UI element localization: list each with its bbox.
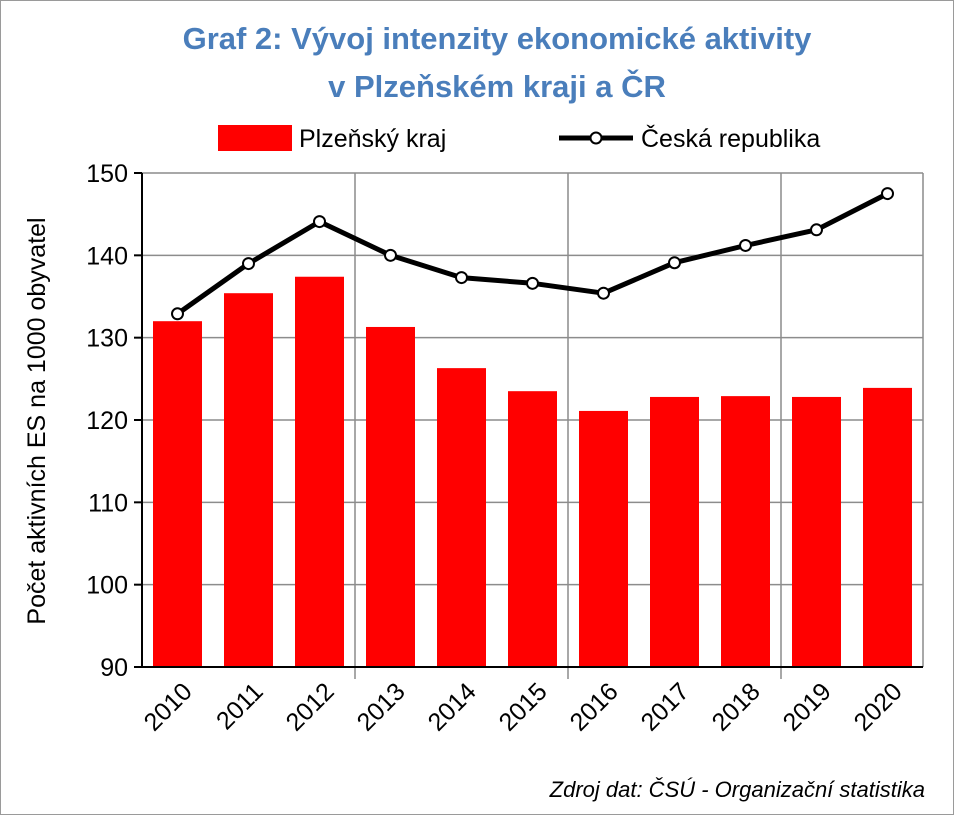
y-tick-label-90: 90 bbox=[100, 654, 128, 682]
point-ceska-republika-2019 bbox=[810, 223, 823, 237]
point-ceska-republika-2020 bbox=[881, 187, 894, 201]
chart-title-line-1: Graf 2: Vývoj intenzity ekonomické aktiv… bbox=[183, 21, 813, 56]
legend-swatch-plzensky-kraj bbox=[218, 125, 292, 151]
bar-plzensky-kraj-2020 bbox=[863, 387, 912, 667]
y-tick-label-110: 110 bbox=[88, 489, 128, 517]
x-tick-label-2013: 2013 bbox=[352, 677, 411, 736]
point-ceska-republika-2011 bbox=[242, 257, 255, 271]
x-tick-label-2015: 2015 bbox=[494, 677, 553, 736]
bar-plzensky-kraj-2018 bbox=[721, 396, 770, 667]
x-tick-label-2012: 2012 bbox=[281, 677, 340, 736]
source-note: Zdroj dat: ČSÚ - Organizační statistika bbox=[549, 777, 925, 802]
x-tick-label-2016: 2016 bbox=[565, 677, 624, 736]
legend-marker-ceska-republika bbox=[589, 131, 603, 145]
x-tick-labels: 2010 2011 2012 2013 2014 2015 2016 2017 2018 2019… bbox=[139, 677, 908, 736]
bar-plzensky-kraj-2012 bbox=[295, 276, 344, 667]
y-tick-label-120: 120 bbox=[86, 407, 128, 435]
x-tick-label-2018: 2018 bbox=[707, 677, 766, 736]
legend-label-ceska-republika: Česká republika bbox=[641, 124, 820, 153]
y-tick-label-100: 100 bbox=[86, 572, 128, 600]
y-tick-label-130: 130 bbox=[86, 325, 128, 353]
bar-plzensky-kraj-2019 bbox=[792, 396, 841, 667]
bar-plzensky-kraj-2014 bbox=[437, 368, 486, 667]
y-tick-label-140: 140 bbox=[86, 242, 128, 270]
bar-plzensky-kraj-2015 bbox=[508, 391, 557, 667]
x-tick-label-2019: 2019 bbox=[778, 677, 837, 736]
point-ceska-republika-2015 bbox=[526, 276, 539, 290]
legend: Plzeňský kraj Česká republika bbox=[218, 124, 820, 153]
x-tick-label-2011: 2011 bbox=[211, 677, 269, 735]
chart-title-line-2: v Plzeňském kraji a ČR bbox=[328, 68, 666, 104]
axes bbox=[134, 172, 923, 668]
y-axis-label: Počet aktivních ES na 1000 obyvatel bbox=[23, 217, 51, 624]
point-ceska-republika-2012 bbox=[313, 215, 326, 229]
bar-plzensky-kraj-2016 bbox=[579, 410, 628, 667]
bar-plzensky-kraj-2017 bbox=[650, 396, 699, 667]
point-ceska-republika-2017 bbox=[668, 256, 681, 270]
point-ceska-republika-2013 bbox=[384, 248, 397, 262]
legend-label-plzensky-kraj: Plzeňský kraj bbox=[299, 125, 446, 153]
y-tick-label-150: 150 bbox=[86, 160, 128, 188]
line-series-ceska-republika bbox=[171, 187, 894, 321]
point-ceska-republika-2014 bbox=[455, 271, 468, 285]
y-tick-labels: 90 100 110 120 130 140 150 bbox=[86, 160, 128, 682]
bar-plzensky-kraj-2013 bbox=[366, 326, 415, 667]
bar-plzensky-kraj-2010 bbox=[153, 321, 202, 667]
x-tick-label-2020: 2020 bbox=[849, 677, 908, 736]
point-ceska-republika-2010 bbox=[171, 307, 184, 321]
bar-plzensky-kraj-2011 bbox=[224, 293, 273, 667]
point-ceska-republika-2018 bbox=[739, 238, 752, 252]
x-tick-label-2014: 2014 bbox=[423, 677, 482, 736]
point-ceska-republika-2016 bbox=[597, 286, 610, 300]
bar-series-plzensky-kraj bbox=[153, 276, 912, 667]
x-tick-label-2010: 2010 bbox=[139, 677, 198, 736]
x-tick-label-2017: 2017 bbox=[636, 677, 695, 736]
